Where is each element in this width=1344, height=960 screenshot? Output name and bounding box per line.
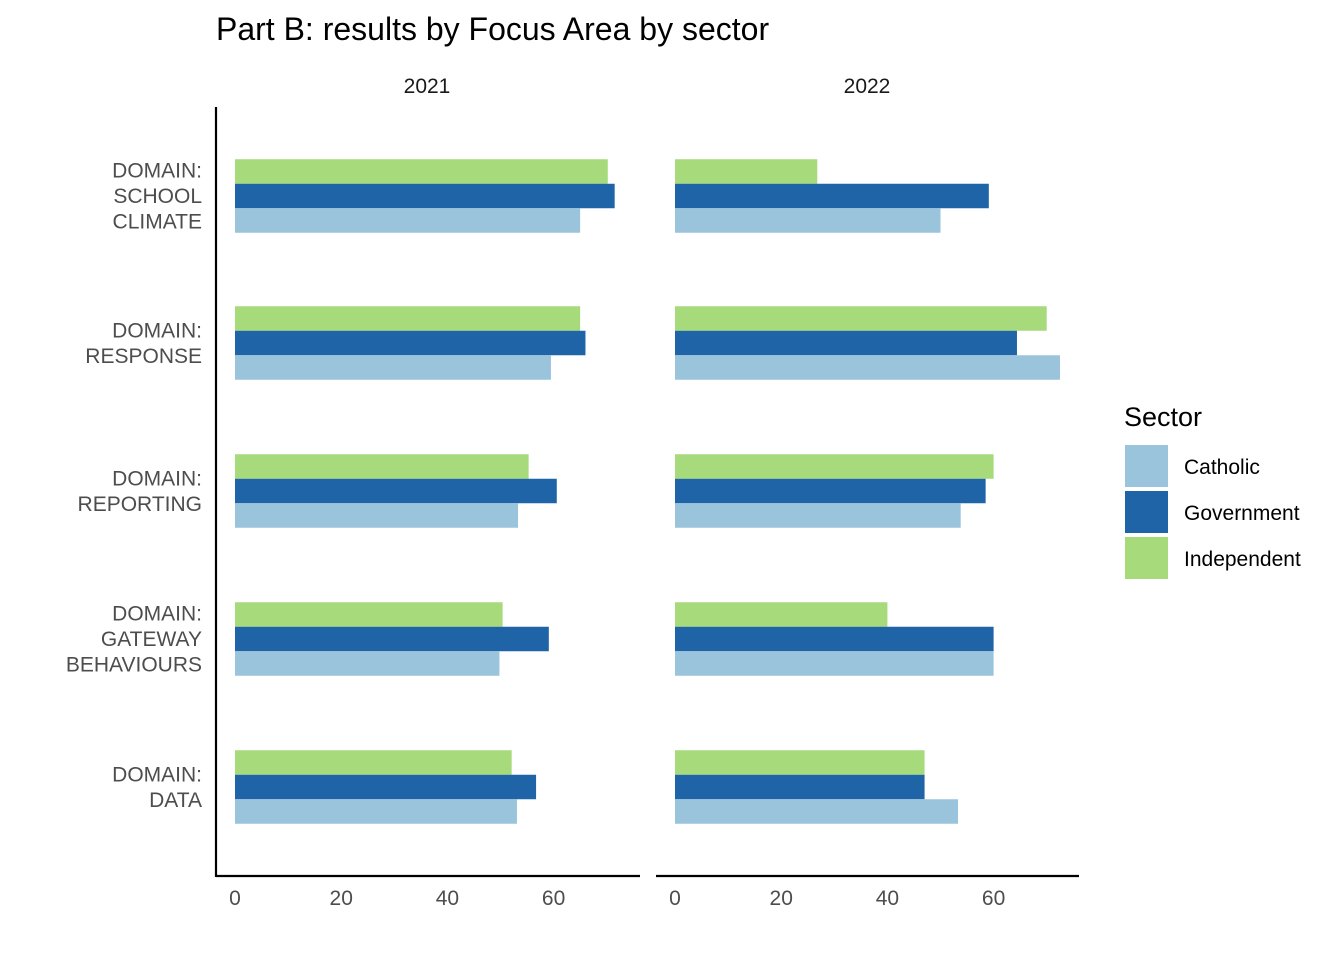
bar-2021-catholic-1 [235,355,551,380]
chart-title: Part B: results by Focus Area by sector [216,11,769,47]
x-tick-label-2021-20: 20 [330,887,353,910]
bar-2021-independent-1 [235,306,581,331]
bar-2021-government-3 [235,626,549,652]
bar-2022-independent-1 [675,306,1047,331]
bar-2022-independent-3 [675,602,888,627]
x-tick-label-2022-60: 60 [982,887,1005,910]
bar-2021-independent-3 [235,602,503,627]
bar-2021-government-2 [235,478,557,504]
bar-2021-independent-2 [235,454,529,479]
bar-2021-catholic-4 [235,799,517,824]
bar-2022-government-2 [675,478,986,504]
legend-label-government: Government [1184,502,1300,525]
bar-2021-independent-0 [235,159,608,184]
bar-2022-catholic-3 [675,651,994,676]
x-tick-label-2022-0: 0 [669,887,681,910]
legend-label-independent: Independent [1184,548,1301,571]
legend-swatch-catholic [1125,445,1168,487]
bar-2021-catholic-0 [235,208,581,233]
bar-2022-independent-2 [675,454,994,479]
bars-2022 [675,159,1060,824]
bar-2022-government-3 [675,626,994,652]
bar-2021-catholic-2 [235,503,519,528]
bar-2021-independent-4 [235,750,512,775]
bar-2021-government-4 [235,774,537,800]
legend-swatch-government [1125,491,1168,533]
bar-2022-government-0 [675,183,989,209]
y-tick-label-2: DOMAIN: REPORTING [78,467,202,516]
x-tick-label-2022-40: 40 [876,887,899,910]
facet-2021: 2021 0 20 40 60 [214,75,640,910]
bars-2021 [235,159,615,824]
facet-2022: 2022 0 20 40 60 [656,75,1079,910]
legend-label-catholic: Catholic [1184,456,1260,479]
y-tick-label-1: DOMAIN: RESPONSE [85,319,202,368]
legend-swatch-independent [1125,537,1168,579]
bar-2022-government-1 [675,330,1017,356]
y-tick-label-0: DOMAIN: SCHOOL CLIMATE [112,160,202,234]
y-tick-label-4: DOMAIN: DATA [112,763,202,812]
bar-2021-government-0 [235,183,615,209]
bar-2022-catholic-2 [675,503,961,528]
x-tick-label-2021-60: 60 [542,887,565,910]
facet-title-2022: 2022 [844,75,891,98]
bar-2022-catholic-0 [675,208,941,233]
bar-2021-catholic-3 [235,651,500,676]
bar-2022-catholic-1 [675,355,1060,380]
legend-title: Sector [1124,402,1202,432]
x-tick-label-2021-0: 0 [229,887,241,910]
bar-2021-government-1 [235,330,586,356]
bar-2022-government-4 [675,774,925,800]
facet-title-2021: 2021 [404,75,451,98]
legend: Sector Catholic Government Independent [1124,402,1301,579]
x-tick-label-2022-20: 20 [770,887,793,910]
x-tick-label-2021-40: 40 [436,887,459,910]
y-axis-labels: DOMAIN: SCHOOL CLIMATE DOMAIN: RESPONSE DOMAI… [66,160,202,812]
x-axis-ticks-2022: 0 20 40 60 [669,887,1005,910]
y-tick-label-3: DOMAIN: GATEWAY BEHAVIOURS [66,603,202,677]
x-axis-ticks-2021: 0 20 40 60 [229,887,565,910]
bar-2022-catholic-4 [675,799,959,824]
legend-items: Catholic Government Independent [1125,445,1301,579]
bar-2022-independent-0 [675,159,818,184]
bar-2022-independent-4 [675,750,925,775]
